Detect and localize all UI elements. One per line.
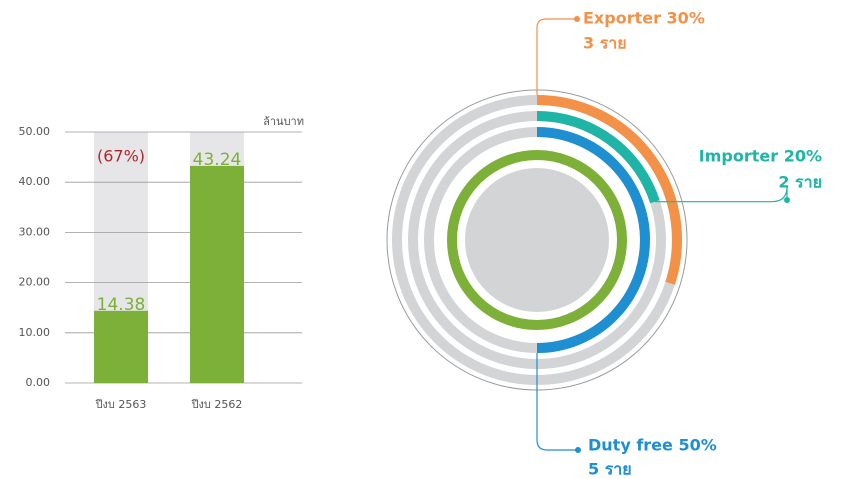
count-label: 5 ราย [588,460,632,479]
bar-value-label: 43.24 [193,150,242,170]
ring-arc [536,111,660,204]
total-ring [447,150,627,330]
y-tick-label: 0.00 [26,376,51,389]
series-label: Importer 20% [699,147,822,166]
x-tick-label: ปีงบ 2562 [190,398,242,411]
leader-dot [784,197,790,203]
annotation: (67%) [97,147,145,166]
bar-value-label: 14.38 [97,295,146,315]
leader-line [536,353,578,451]
ring-arc [536,95,682,285]
center-disc [465,168,609,312]
y-tick-label: 10.00 [19,326,51,339]
y-tick-label: 20.00 [19,276,51,289]
leader-line [536,18,577,95]
y-tick-label: 30.00 [19,225,51,238]
series-label: Duty free 50% [588,436,717,455]
bar [94,310,148,383]
leader-dot [575,447,581,453]
y-tick-label: 40.00 [19,175,51,188]
y-tick-label: 50.00 [19,125,51,138]
ring-arc [536,127,650,353]
leader-line [654,186,788,203]
y-axis-unit: ล้านบาท [263,115,304,128]
leader-dot [574,16,580,22]
bar [190,165,244,383]
count-label: 2 ราย [778,173,822,192]
x-tick-label: ปีงบ 2563 [94,398,146,411]
series-label: Exporter 30% [583,9,705,28]
count-label: 3 ราย [583,34,627,53]
